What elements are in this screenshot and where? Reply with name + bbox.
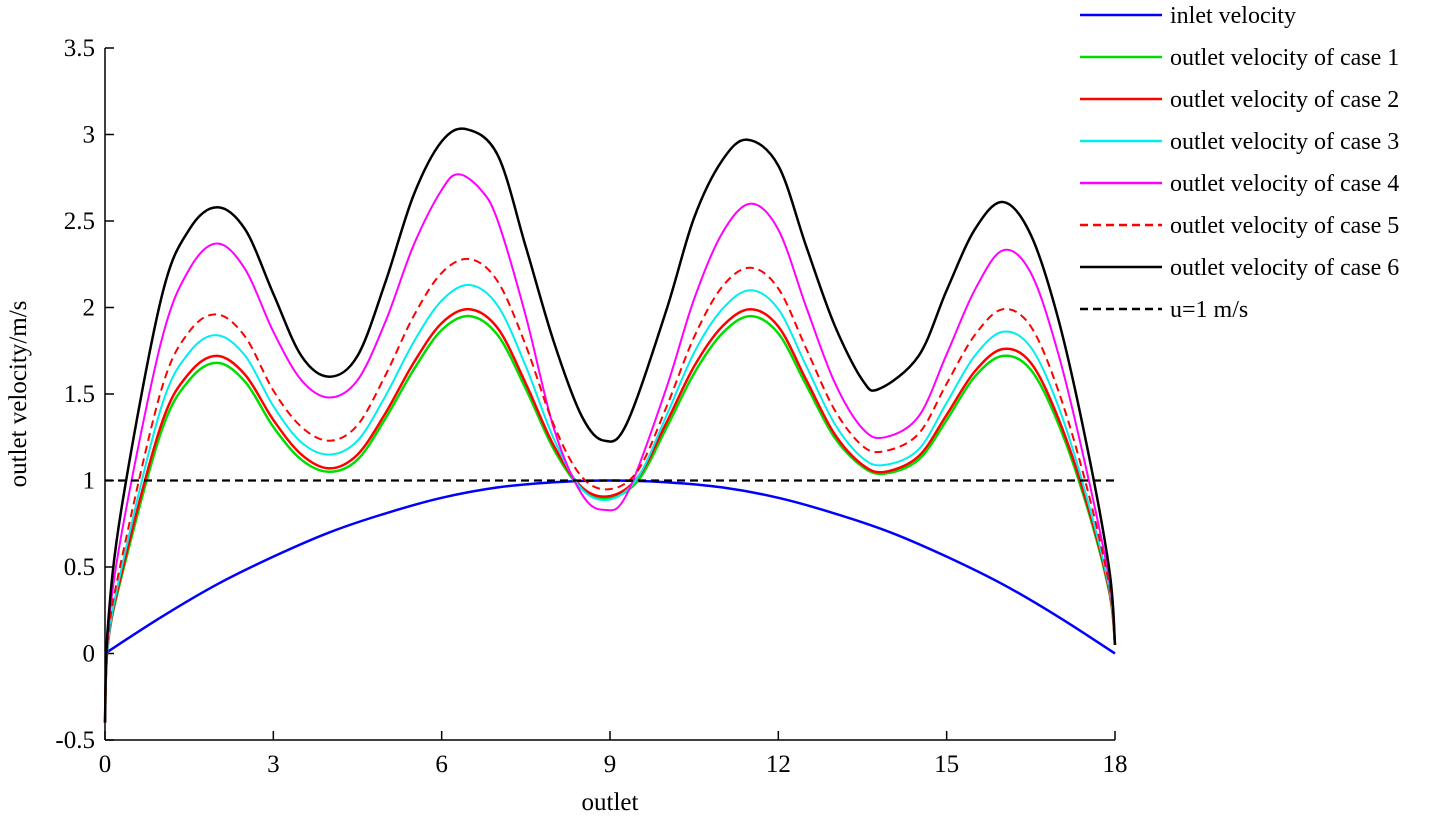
legend-label-7: outlet velocity of case 6 bbox=[1170, 255, 1399, 281]
plot-area bbox=[103, 127, 1117, 723]
legend-label-3: outlet velocity of case 2 bbox=[1170, 87, 1399, 113]
y-tick-label: 0.5 bbox=[64, 554, 95, 581]
y-tick-label: 3 bbox=[83, 122, 96, 149]
series-line-4 bbox=[104, 283, 1116, 723]
legend-label-8: u=1 m/s bbox=[1170, 297, 1248, 323]
y-tick-label: 2 bbox=[83, 295, 96, 322]
y-tick-label: -0.5 bbox=[55, 727, 95, 754]
axes: -0.500.511.522.533.50 3 6 9 12 15 18 bbox=[55, 35, 1127, 778]
y-tick-label: 1 bbox=[83, 468, 96, 495]
series-line-1 bbox=[104, 479, 1116, 655]
series-line-3 bbox=[103, 307, 1117, 723]
y-tick-label: 3.5 bbox=[64, 35, 95, 62]
series-line-5 bbox=[104, 173, 1116, 723]
x-tick-label: 3 bbox=[267, 751, 280, 778]
legend-label-1: inlet velocity bbox=[1170, 3, 1296, 29]
x-tick-label: 12 bbox=[766, 751, 791, 778]
series-line-2 bbox=[103, 314, 1117, 723]
legend-label-6: outlet velocity of case 5 bbox=[1170, 213, 1399, 239]
legend-label-2: outlet velocity of case 1 bbox=[1170, 45, 1399, 71]
x-tick-label: 0 bbox=[99, 751, 112, 778]
x-tick-label: 9 bbox=[604, 751, 617, 778]
series-line-7 bbox=[103, 127, 1117, 723]
y-axis-label: outlet velocity/m/s bbox=[5, 301, 32, 488]
x-tick-label: 18 bbox=[1103, 751, 1128, 778]
series-line-6 bbox=[104, 257, 1116, 723]
y-tick-label: 2.5 bbox=[64, 208, 95, 235]
y-tick-label: 0 bbox=[83, 641, 96, 668]
x-tick-label: 6 bbox=[435, 751, 448, 778]
y-tick-label: 1.5 bbox=[64, 381, 95, 408]
legend-label-5: outlet velocity of case 4 bbox=[1170, 171, 1399, 197]
x-tick-label: 15 bbox=[934, 751, 959, 778]
legend: inlet velocity outlet velocity of case 1 o… bbox=[1080, 3, 1399, 323]
x-axis-label: outlet bbox=[582, 789, 639, 816]
legend-label-4: outlet velocity of case 3 bbox=[1170, 129, 1399, 155]
